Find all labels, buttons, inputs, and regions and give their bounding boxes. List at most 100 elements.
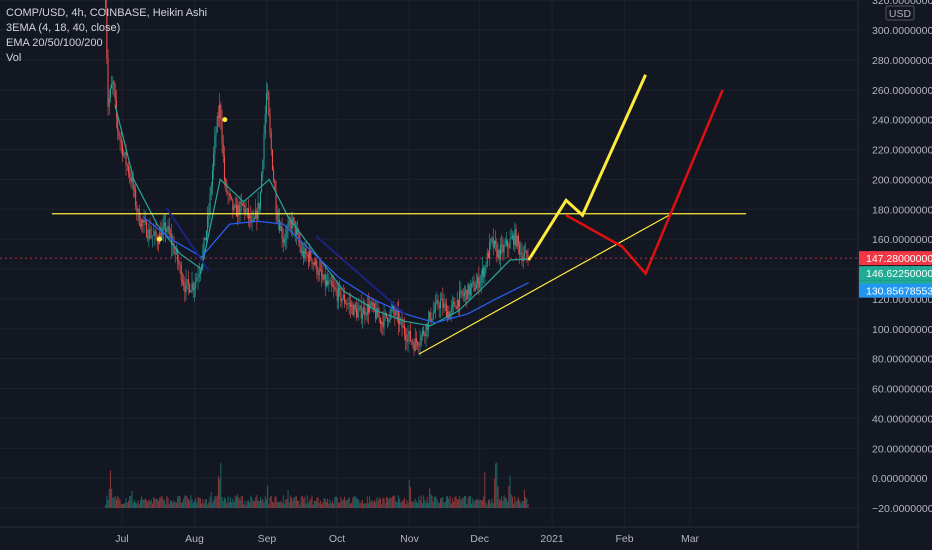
- candle-body: [396, 310, 398, 312]
- volume-bar: [527, 504, 529, 508]
- y-tick-label: 200.00000000: [872, 174, 932, 186]
- candle-body: [405, 334, 407, 340]
- volume-bar: [471, 503, 473, 508]
- volume-bar: [263, 502, 265, 508]
- candle-body: [498, 249, 500, 260]
- volume-bar: [511, 496, 513, 508]
- candle-body: [209, 194, 211, 214]
- volume-bar: [261, 500, 263, 508]
- legend-ema-ribbon[interactable]: EMA 20/50/100/200: [6, 37, 103, 49]
- candle-body: [162, 225, 164, 230]
- candle-body: [173, 243, 175, 254]
- volume-bar: [419, 500, 421, 508]
- volume-bar: [381, 504, 383, 508]
- candle-body: [163, 222, 165, 226]
- volume-bar: [294, 496, 296, 508]
- candle-body: [342, 294, 344, 299]
- volume-bar: [251, 497, 253, 508]
- volume-bar: [141, 496, 143, 508]
- candle-body: [413, 343, 415, 351]
- volume-bar: [417, 503, 419, 508]
- volume-bar: [312, 504, 314, 508]
- candle-body: [275, 190, 277, 214]
- candle-body: [184, 285, 186, 293]
- candle-body: [473, 281, 475, 291]
- volume-bar: [442, 497, 444, 508]
- candle-body: [251, 219, 253, 223]
- legend-volume[interactable]: Vol: [6, 52, 22, 64]
- candle-body: [444, 303, 446, 305]
- candle-body: [145, 221, 147, 237]
- volume-bar: [490, 502, 492, 508]
- volume-bar: [462, 497, 464, 508]
- candle-body: [258, 203, 260, 209]
- candle-body: [118, 130, 120, 137]
- volume-bar: [489, 499, 491, 508]
- x-tick-label: Feb: [616, 533, 634, 545]
- candle-body: [225, 180, 227, 184]
- volume-bar: [126, 502, 128, 508]
- volume-bar: [118, 497, 120, 508]
- candle-body: [417, 342, 419, 346]
- legend-symbol[interactable]: COMP/USD, 4h, COINBASE, Heikin Ashi: [6, 7, 208, 19]
- volume-bar: [252, 500, 254, 508]
- legend-3ema[interactable]: 3EMA (4, 18, 40, close): [6, 22, 121, 34]
- candle-body: [451, 303, 453, 307]
- candle-body: [339, 287, 341, 290]
- candle-body: [240, 201, 242, 204]
- volume-bar: [432, 501, 434, 508]
- x-tick-label: Dec: [470, 533, 489, 545]
- y-tick-label: 60.00000000: [872, 384, 932, 396]
- volume-bar: [142, 499, 144, 508]
- volume-bar: [459, 495, 461, 508]
- candle-body: [190, 290, 192, 293]
- candle-body: [307, 254, 309, 262]
- candle-body: [489, 242, 491, 259]
- ema-blue-badge-bg: [859, 283, 932, 298]
- volume-bar: [507, 501, 509, 508]
- volume-bar: [171, 500, 173, 508]
- candle-body: [285, 238, 287, 240]
- candle-body: [132, 177, 134, 190]
- volume-bar: [219, 478, 221, 508]
- candle-body: [300, 246, 302, 254]
- volume-bar: [478, 500, 480, 508]
- volume-bar: [450, 503, 452, 508]
- candle-body: [319, 269, 321, 271]
- volume-bar: [139, 499, 141, 508]
- candle-body: [347, 303, 349, 305]
- volume-bar: [132, 502, 134, 508]
- volume-bar: [403, 497, 405, 508]
- volume-bar: [280, 500, 282, 508]
- volume-bar: [174, 502, 176, 508]
- candle-body: [340, 289, 342, 302]
- candle-body: [403, 326, 405, 335]
- candle-body: [246, 208, 248, 210]
- volume-bar: [215, 496, 217, 508]
- candle-body: [125, 152, 127, 165]
- candle-body: [526, 250, 528, 258]
- candle-body: [520, 253, 522, 254]
- volume-bar: [382, 497, 384, 508]
- candle-body: [207, 215, 209, 232]
- candle-body: [238, 205, 240, 215]
- volume-bar: [393, 495, 395, 508]
- downtrend-line: [165, 207, 210, 272]
- volume-bar: [360, 501, 362, 508]
- candle-body: [367, 303, 369, 313]
- candle-body: [493, 240, 495, 248]
- candle-body: [204, 237, 206, 241]
- volume-bar: [306, 495, 308, 508]
- candle-body: [505, 240, 507, 245]
- candle-body: [155, 231, 157, 238]
- volume-bar: [286, 498, 288, 508]
- volume-bar: [300, 496, 302, 508]
- candle-body: [221, 120, 223, 144]
- candle-body: [504, 244, 506, 246]
- candle-body: [445, 304, 447, 318]
- volume-bar: [167, 497, 169, 508]
- candle-body: [123, 153, 125, 156]
- time-axis[interactable]: Jul Aug Sep Oct Nov Dec 2021 Feb Mar: [0, 526, 858, 545]
- volume-bar: [337, 502, 339, 508]
